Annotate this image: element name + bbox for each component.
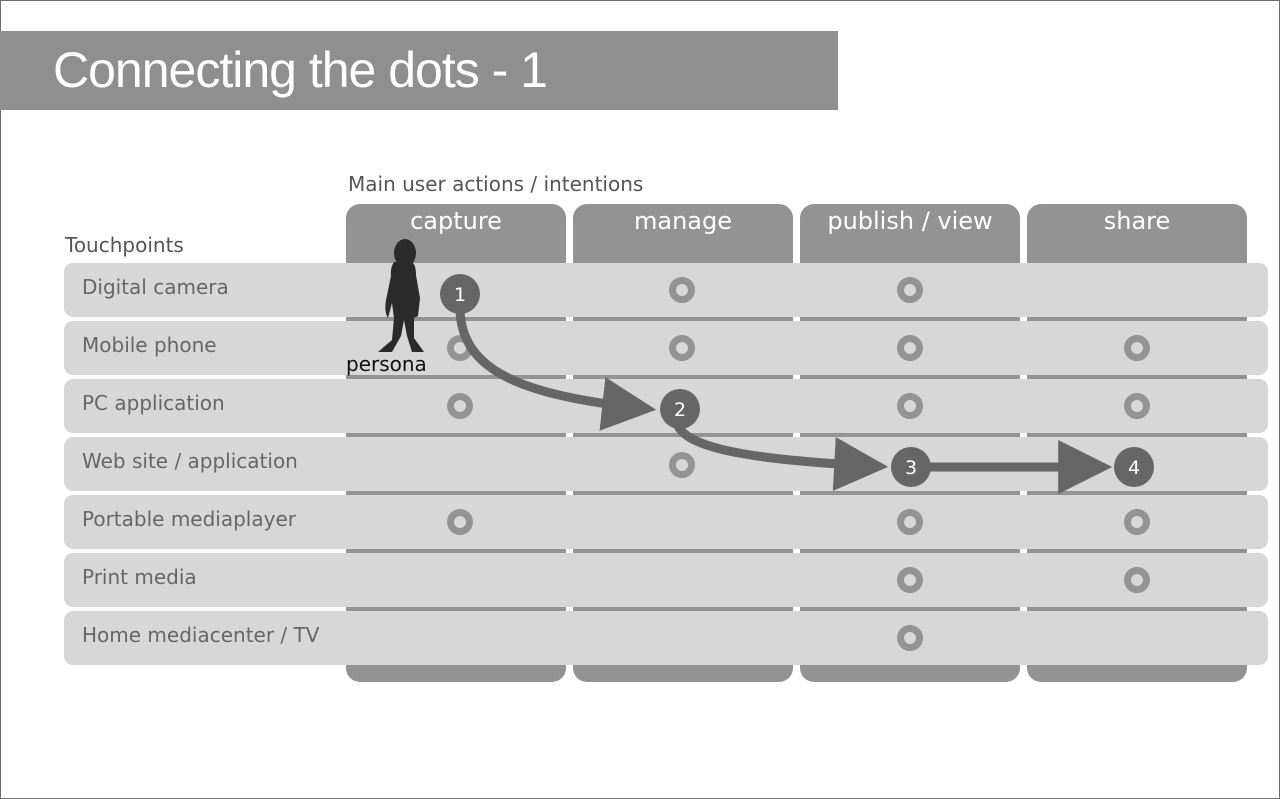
journey-step-4: 4 <box>1114 447 1154 487</box>
journey-step-1: 1 <box>440 274 480 314</box>
arrow-1-to-2 <box>455 309 657 431</box>
journey-step-2: 2 <box>660 389 700 429</box>
row-label: Portable mediaplayer <box>82 507 296 531</box>
row-label: Web site / application <box>82 449 298 473</box>
column-label-publish-view: publish / view <box>827 207 993 235</box>
row-label: Digital camera <box>82 275 229 299</box>
touchpoints-axis-label: Touchpoints <box>65 233 184 257</box>
svg-text:1: 1 <box>454 284 466 306</box>
svg-text:2: 2 <box>674 399 686 421</box>
row-mobile-phone: Mobile phone <box>64 321 1268 375</box>
touchpoint-dot-icon <box>1124 567 1150 593</box>
title-bar <box>0 31 838 110</box>
touchpoint-dots <box>447 277 1150 651</box>
touchpoint-dot-icon <box>897 393 923 419</box>
row-digital-camera: Digital camera <box>64 263 1268 317</box>
touchpoint-dot-icon <box>1124 509 1150 535</box>
row-label: Print media <box>82 565 197 589</box>
row-label: Mobile phone <box>82 333 217 357</box>
column-label-share: share <box>1103 207 1171 235</box>
touchpoint-dot-icon <box>897 335 923 361</box>
persona-silhouette-icon <box>378 239 424 352</box>
row-label: PC application <box>82 391 225 415</box>
persona-label: persona <box>346 352 427 376</box>
actions-axis-label: Main user actions / intentions <box>348 172 644 196</box>
svg-text:4: 4 <box>1128 457 1140 479</box>
slide-title: Connecting the dots - 1 <box>53 42 548 98</box>
svg-text:3: 3 <box>905 457 917 479</box>
journey-step-3: 3 <box>891 447 931 487</box>
journey-steps: 1 2 3 4 <box>440 274 1154 487</box>
touchpoint-dot-icon <box>1124 393 1150 419</box>
touchpoint-dot-icon <box>897 277 923 303</box>
touchpoint-dot-icon <box>447 509 473 535</box>
arrow-2-to-3 <box>673 423 889 491</box>
touchpoint-dot-icon <box>1124 335 1150 361</box>
column-label-capture: capture <box>410 207 502 235</box>
touchpoint-dot-icon <box>669 277 695 303</box>
touchpoint-dot-icon <box>897 625 923 651</box>
row-print-media: Print media <box>64 553 1268 607</box>
touchpoint-dot-icon <box>669 335 695 361</box>
touchpoint-dot-icon <box>669 452 695 478</box>
touchpoint-dot-icon <box>897 567 923 593</box>
column-label-manage: manage <box>633 207 732 235</box>
row-label: Home mediacenter / TV <box>82 623 320 647</box>
row-home-mediacenter: Home mediacenter / TV <box>64 611 1268 665</box>
row-portable-mediaplayer: Portable mediaplayer <box>64 495 1268 549</box>
touchpoint-dot-icon <box>447 393 473 419</box>
touchpoint-dot-icon <box>897 509 923 535</box>
